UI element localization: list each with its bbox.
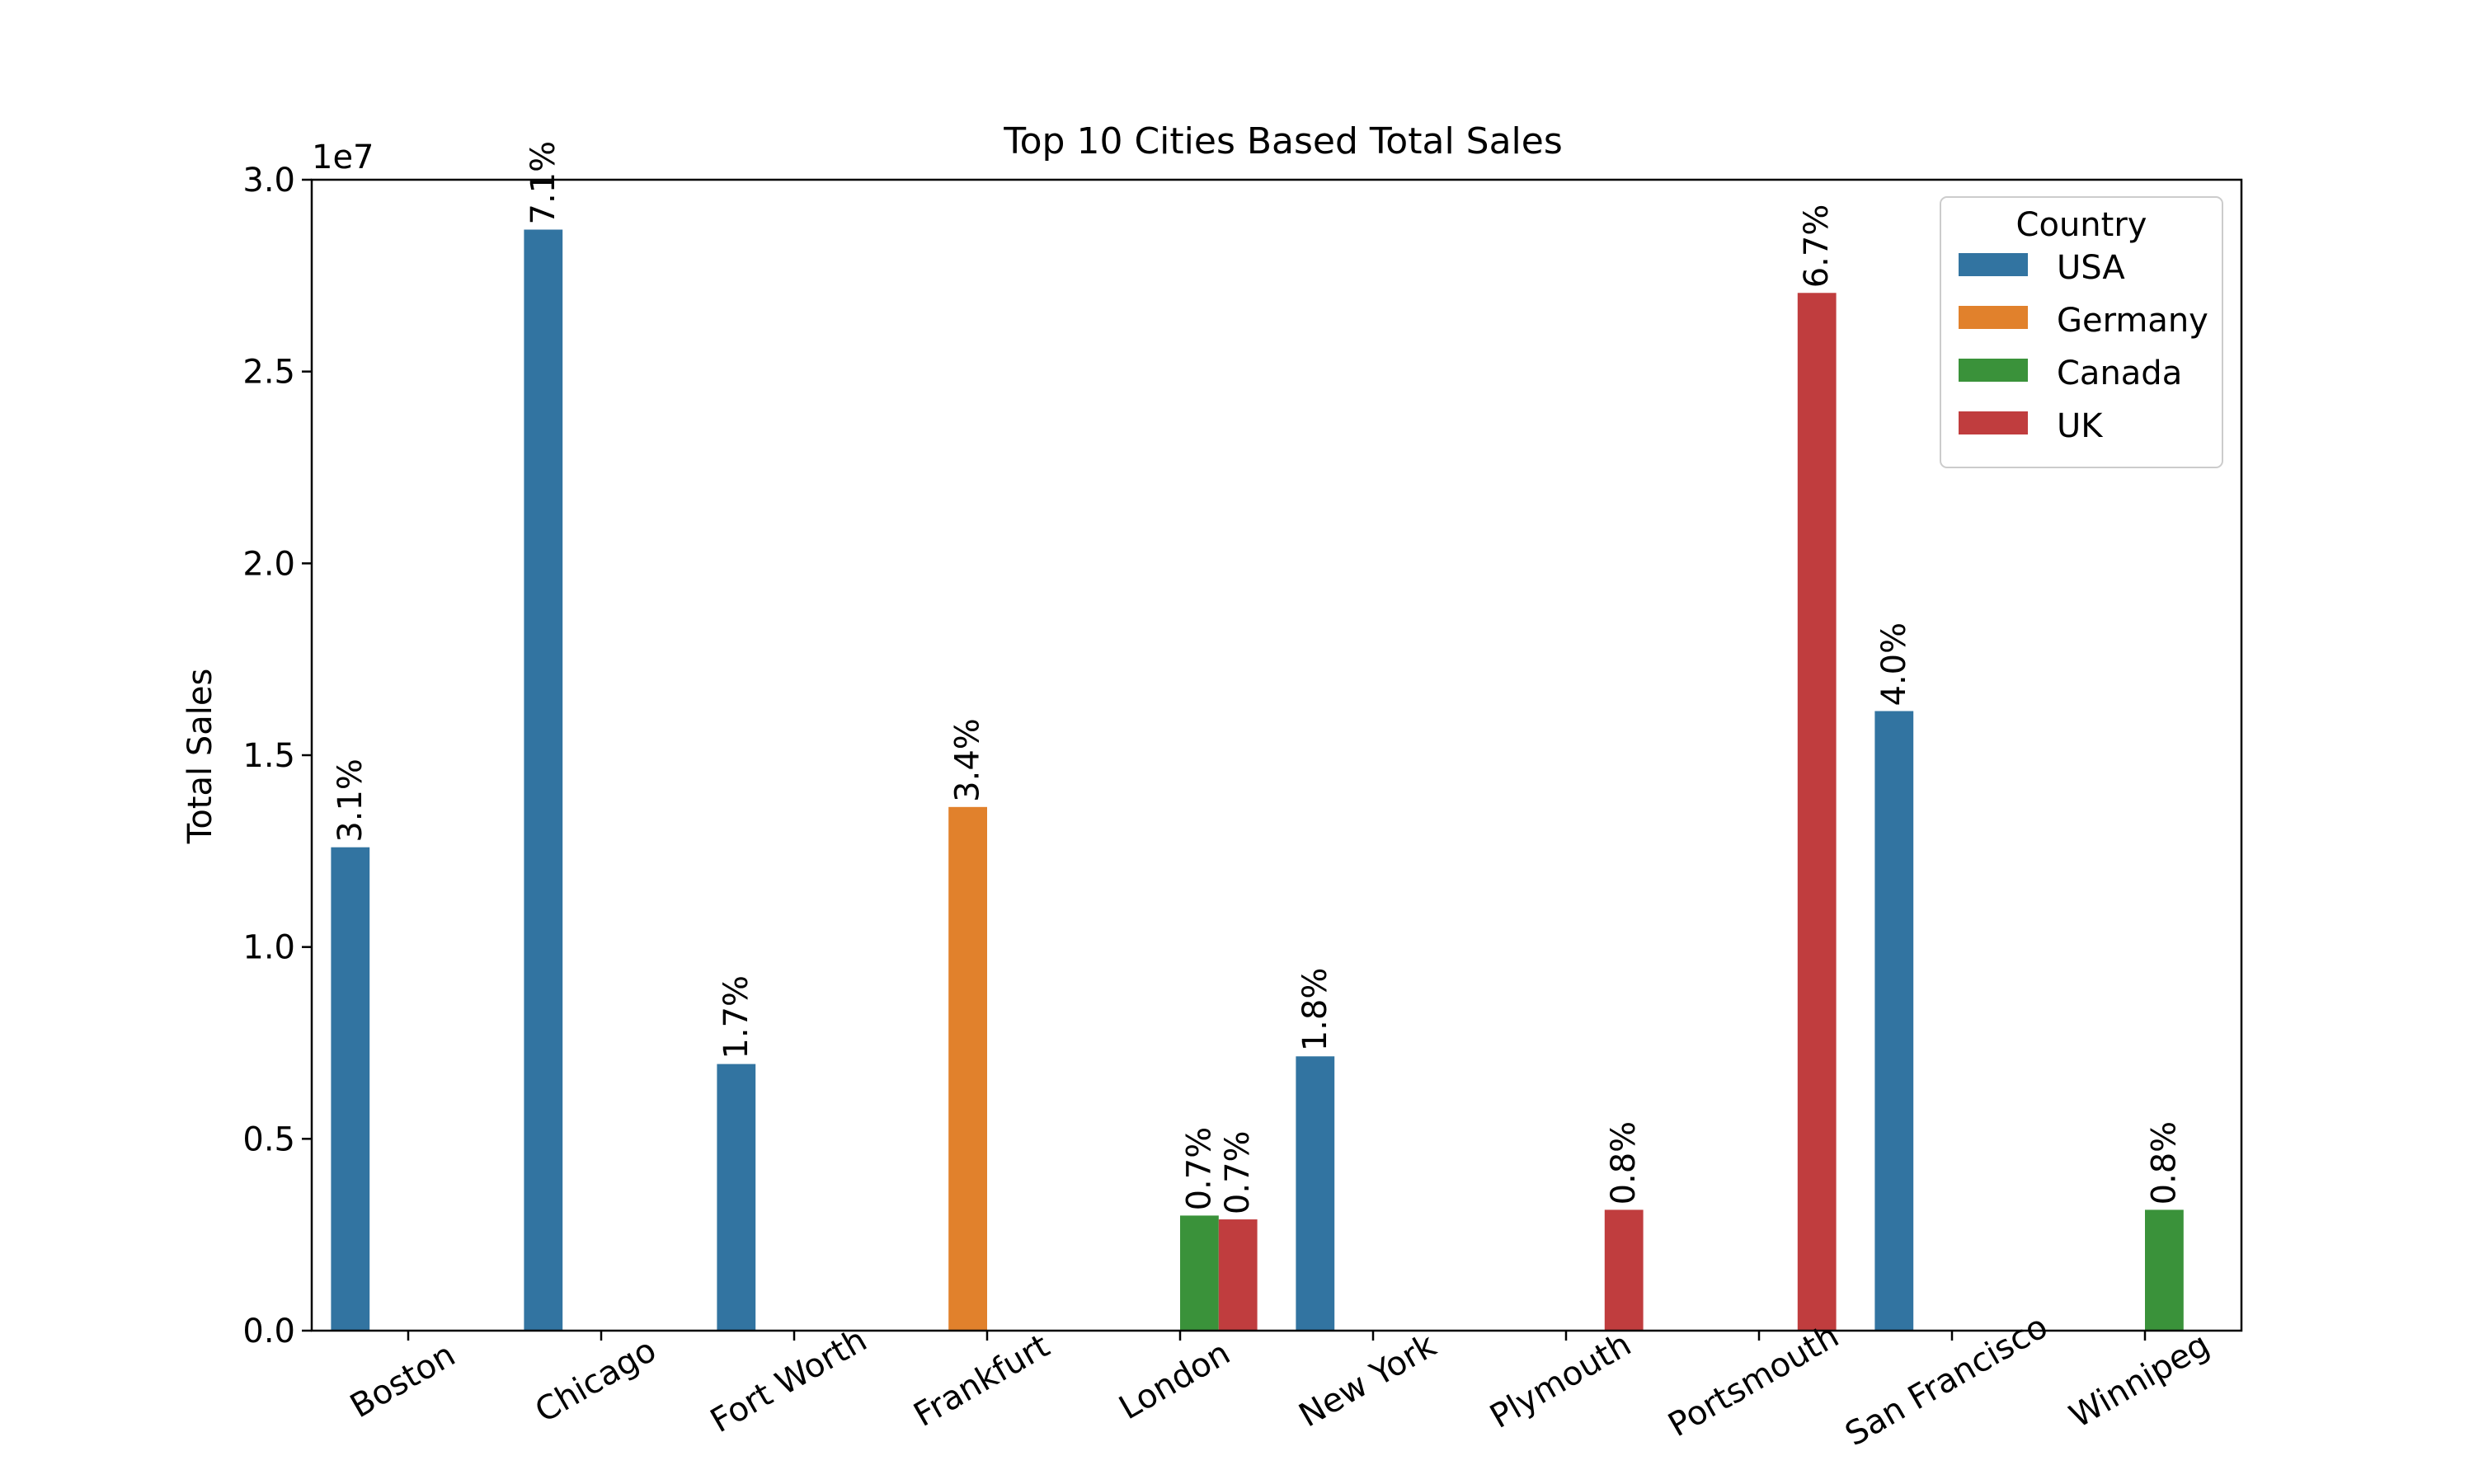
x-tick-label: London [1113, 1334, 1237, 1427]
bar-boston-usa [331, 847, 370, 1331]
x-tick-label: New York [1293, 1327, 1443, 1435]
bar-data-label: 7.1% [524, 141, 562, 225]
bar-data-label: 0.7% [1180, 1127, 1218, 1211]
chart-title: Top 10 Cities Based Total Sales [1003, 120, 1563, 162]
bar-data-label: 1.8% [1296, 968, 1334, 1052]
y-tick-label: 3.0 [242, 162, 295, 200]
bar-data-label: 0.8% [2145, 1121, 2183, 1205]
y-axis-label: Total Sales [181, 669, 219, 845]
bar-portsmouth-uk [1797, 293, 1837, 1331]
legend-items: USA Germany Canada UK [1959, 249, 2208, 445]
bar-labels-layer: 3.1% 7.1% 1.7% 1.8% 4.0% 3.4% 0.7% 0.8% 0.7% 0.8%… [332, 141, 2184, 1214]
bar-chicago-usa [524, 229, 563, 1331]
x-tick-label: San Francisco [1839, 1308, 2054, 1453]
y-tick-label: 1.0 [242, 929, 295, 967]
legend-swatch-canada [1959, 359, 2028, 382]
bar-plymouth-uk [1604, 1209, 1644, 1331]
bar-data-label: 3.1% [332, 758, 369, 843]
y-axis-ticks: 0.0 0.5 1.0 1.5 2.0 2.5 3.0 [242, 162, 312, 1350]
plot-frame [310, 178, 2243, 1332]
legend-label-germany: Germany [2057, 302, 2208, 340]
x-tick-label: Chicago [529, 1331, 662, 1430]
bar-data-label: 0.8% [1605, 1121, 1643, 1205]
bar-san-francisco-usa [1874, 711, 1914, 1331]
x-axis-ticks: Boston Chicago Fort Worth Frankfurt London Ne… [344, 1308, 2216, 1453]
bar-data-label: 1.7% [717, 975, 755, 1059]
x-tick-label: Portsmouth [1662, 1317, 1845, 1444]
legend-swatch-usa [1959, 253, 2028, 276]
legend: Country USA Germany Canada UK [1940, 196, 2223, 468]
bar-new-york-usa [1296, 1056, 1335, 1331]
bars-layer [331, 229, 2184, 1331]
legend-swatch-uk [1959, 411, 2028, 434]
legend-label-uk: UK [2057, 407, 2104, 445]
x-tick-label: Plymouth [1484, 1326, 1637, 1436]
y-tick-label: 0.0 [242, 1313, 295, 1350]
x-tick-label: Frankfurt [908, 1327, 1056, 1435]
x-tick-label: Boston [344, 1336, 462, 1425]
x-tick-label: Winnipeg [2063, 1326, 2216, 1435]
y-tick-label: 1.5 [242, 737, 295, 775]
legend-swatch-germany [1959, 306, 2028, 329]
bar-london-uk [1218, 1219, 1258, 1331]
bar-data-label: 3.4% [949, 718, 987, 802]
y-offset-text: 1e7 [312, 139, 374, 176]
bar-data-label: 0.7% [1219, 1130, 1257, 1214]
bar-winnipeg-canada [2145, 1209, 2184, 1331]
y-tick-label: 2.5 [242, 354, 295, 392]
x-tick-label: Fort Worth [704, 1321, 873, 1440]
bar-data-label: 4.0% [1875, 622, 1913, 707]
legend-label-usa: USA [2057, 249, 2125, 287]
y-tick-label: 0.5 [242, 1120, 295, 1158]
bar-london-canada [1180, 1215, 1219, 1331]
bar-fort-worth-usa [717, 1064, 756, 1331]
bar-frankfurt-germany [948, 806, 987, 1331]
y-tick-label: 2.0 [242, 545, 295, 583]
bar-data-label: 6.7% [1798, 204, 1836, 289]
legend-label-canada: Canada [2057, 355, 2182, 392]
legend-title: Country [2016, 206, 2147, 244]
